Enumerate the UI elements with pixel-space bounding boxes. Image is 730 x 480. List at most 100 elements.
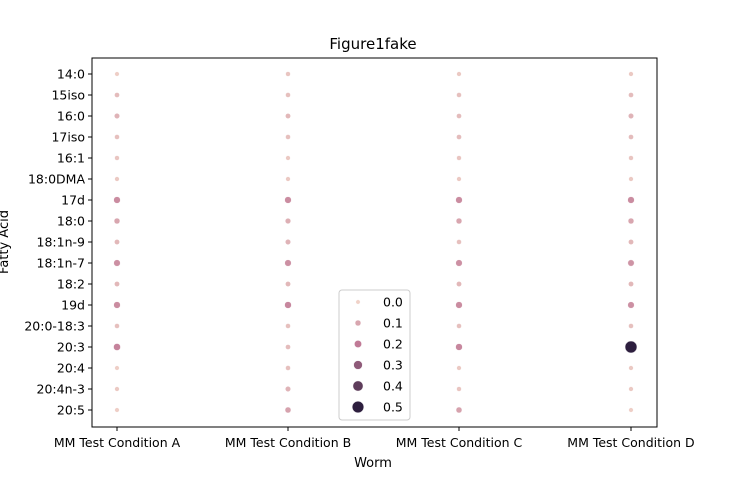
data-point bbox=[285, 92, 291, 98]
data-point bbox=[456, 365, 462, 371]
data-point bbox=[455, 301, 463, 309]
data-point bbox=[285, 281, 291, 287]
data-point bbox=[285, 323, 291, 329]
data-point bbox=[114, 176, 120, 182]
y-tick-label: 18:1n-7 bbox=[37, 256, 85, 271]
data-point bbox=[284, 196, 292, 204]
data-point bbox=[456, 92, 462, 98]
legend-marker bbox=[354, 340, 362, 348]
data-point bbox=[285, 386, 291, 392]
data-point bbox=[284, 301, 292, 309]
data-point bbox=[456, 239, 462, 245]
legend-label: 0.5 bbox=[383, 400, 403, 415]
data-point bbox=[628, 113, 634, 119]
data-point bbox=[628, 176, 634, 182]
legend-marker bbox=[354, 319, 362, 327]
legend-label: 0.2 bbox=[383, 337, 403, 352]
legend-marker bbox=[352, 380, 364, 392]
data-point bbox=[456, 71, 462, 77]
data-point bbox=[456, 155, 462, 161]
data-point bbox=[114, 113, 120, 119]
data-point bbox=[114, 92, 120, 98]
data-point bbox=[628, 407, 634, 413]
y-tick-label: 20:4 bbox=[57, 361, 85, 376]
data-point bbox=[113, 196, 121, 204]
data-point bbox=[456, 386, 462, 392]
data-point bbox=[114, 323, 120, 329]
data-point bbox=[114, 71, 120, 77]
data-point bbox=[628, 155, 634, 161]
y-tick-label: 20:4n-3 bbox=[37, 382, 85, 397]
legend-label: 0.3 bbox=[383, 358, 403, 373]
data-point bbox=[285, 239, 291, 245]
data-point bbox=[455, 406, 463, 414]
y-tick-label: 18:0 bbox=[57, 214, 85, 229]
y-tick-label: 19d bbox=[61, 298, 85, 313]
legend-marker bbox=[352, 401, 365, 414]
chart-title: Figure1fake bbox=[329, 35, 416, 53]
data-point bbox=[456, 113, 462, 119]
data-point bbox=[114, 239, 120, 245]
data-point bbox=[285, 155, 291, 161]
y-tick-label: 16:1 bbox=[57, 151, 85, 166]
y-tick-label: 18:2 bbox=[57, 277, 85, 292]
data-point bbox=[627, 217, 635, 225]
y-tick-label: 18:1n-9 bbox=[37, 235, 86, 250]
data-point bbox=[285, 344, 291, 350]
y-tick-label: 20:3 bbox=[57, 340, 85, 355]
legend-marker bbox=[355, 299, 361, 305]
data-point bbox=[285, 134, 291, 140]
data-point bbox=[285, 113, 291, 119]
data-point bbox=[284, 406, 292, 414]
data-point bbox=[628, 134, 634, 140]
data-point bbox=[456, 281, 462, 287]
data-point bbox=[628, 281, 634, 287]
data-point bbox=[114, 365, 120, 371]
x-axis-label: Worm bbox=[354, 456, 392, 471]
legend: 0.0 0.1 0.2 0.3 0.4 0.5 bbox=[338, 289, 411, 421]
data-point bbox=[628, 92, 634, 98]
y-tick-label: 16:0 bbox=[57, 109, 85, 124]
plot-area bbox=[113, 71, 638, 414]
x-tick-label: MM Test Condition B bbox=[225, 435, 351, 450]
data-point bbox=[113, 217, 121, 225]
data-point bbox=[627, 196, 635, 204]
y-tick-label: 20:5 bbox=[57, 403, 85, 418]
y-tick-label: 17iso bbox=[51, 130, 85, 145]
y-axis-label: Fatty Acid bbox=[0, 210, 12, 274]
data-point bbox=[284, 259, 292, 267]
x-tick-label: MM Test Condition A bbox=[54, 435, 181, 450]
data-point bbox=[285, 365, 291, 371]
data-point bbox=[114, 386, 120, 392]
data-point bbox=[114, 134, 120, 140]
y-tick-label: 17d bbox=[61, 193, 85, 208]
y-axis: 14:0 15iso 16:0 17iso 16:1 18:0DMA 17d 18:0 18:1… bbox=[24, 67, 92, 418]
data-point bbox=[113, 259, 121, 267]
data-point bbox=[285, 176, 291, 182]
data-point bbox=[628, 239, 634, 245]
data-point bbox=[628, 365, 634, 371]
data-point bbox=[455, 196, 463, 204]
data-point bbox=[456, 176, 462, 182]
x-tick-label: MM Test Condition C bbox=[396, 435, 523, 450]
y-tick-label: 14:0 bbox=[57, 67, 85, 82]
data-point bbox=[114, 407, 120, 413]
data-point bbox=[628, 323, 634, 329]
data-point bbox=[113, 343, 121, 351]
data-point bbox=[455, 217, 463, 225]
legend-marker bbox=[353, 360, 363, 370]
data-point bbox=[456, 134, 462, 140]
legend-label: 0.0 bbox=[383, 295, 403, 310]
data-point bbox=[624, 340, 638, 354]
y-tick-label: 18:0DMA bbox=[28, 172, 85, 187]
data-point bbox=[114, 155, 120, 161]
y-tick-label: 15iso bbox=[51, 88, 85, 103]
data-point bbox=[285, 71, 291, 77]
y-tick-label: 20:0-18:3 bbox=[24, 319, 85, 334]
data-point bbox=[455, 343, 463, 351]
legend-label: 0.4 bbox=[383, 379, 403, 394]
data-point bbox=[628, 386, 634, 392]
data-point bbox=[114, 281, 120, 287]
data-point bbox=[455, 259, 463, 267]
